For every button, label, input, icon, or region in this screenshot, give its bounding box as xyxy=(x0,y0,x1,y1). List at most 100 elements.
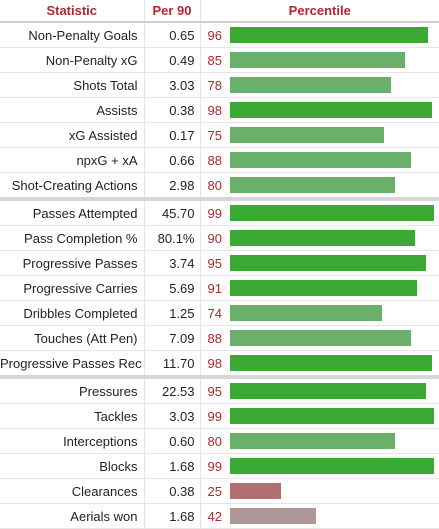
percentile-bar-track xyxy=(229,205,437,221)
percentile-bar xyxy=(229,77,391,93)
stat-name: npxG + xA xyxy=(0,147,144,173)
percentile-value: 96 xyxy=(207,28,222,43)
percentile-value: 99 xyxy=(207,409,222,424)
percentile-bar xyxy=(229,177,395,193)
percentile-bar xyxy=(229,458,434,474)
table-row: Interceptions 0.60 80 xyxy=(0,428,439,454)
table-row: Pass Completion % 80.1% 90 xyxy=(0,225,439,251)
percentile-bar-track xyxy=(229,383,437,399)
table-row: Progressive Passes 3.74 95 xyxy=(0,250,439,276)
percentile-bar-track xyxy=(229,433,437,449)
per90-value: 1.68 xyxy=(143,453,201,479)
percentile-bar-track xyxy=(229,230,437,246)
header-percentile[interactable]: Percentile xyxy=(200,0,439,23)
percentile-cell: 98 xyxy=(200,350,439,378)
per90-value: 7.09 xyxy=(143,325,201,351)
stat-name: Progressive Passes xyxy=(0,250,144,276)
stat-name: Non-Penalty xG xyxy=(0,47,144,73)
percentile-bar-track xyxy=(229,355,437,371)
percentile-bar xyxy=(229,305,383,321)
percentile-value: 80 xyxy=(207,434,222,449)
percentile-cell: 75 xyxy=(200,122,439,148)
stat-name: Interceptions xyxy=(0,428,144,454)
percentile-bar-track xyxy=(229,127,437,143)
stat-name: Passes Attempted xyxy=(0,197,144,226)
percentile-bar xyxy=(229,408,434,424)
percentile-value: 90 xyxy=(207,231,222,246)
percentile-cell: 78 xyxy=(200,72,439,98)
header-per90[interactable]: Per 90 xyxy=(143,0,201,23)
stat-name: Touches (Att Pen) xyxy=(0,325,144,351)
per90-value: 3.03 xyxy=(143,72,201,98)
percentile-bar xyxy=(229,102,432,118)
percentile-cell: 74 xyxy=(200,300,439,326)
per90-value: 3.74 xyxy=(143,250,201,276)
table-row: Non-Penalty Goals 0.65 96 xyxy=(0,22,439,48)
per90-value: 2.98 xyxy=(143,172,201,200)
percentile-bar-track xyxy=(229,330,437,346)
stat-name: Non-Penalty Goals xyxy=(0,22,144,48)
percentile-cell: 90 xyxy=(200,225,439,251)
stat-name: Shot-Creating Actions xyxy=(0,172,144,200)
table-row: Clearances 0.38 25 xyxy=(0,478,439,504)
table-row: npxG + xA 0.66 88 xyxy=(0,147,439,173)
percentile-bar-track xyxy=(229,152,437,168)
percentile-bar-track xyxy=(229,52,437,68)
percentile-bar-track xyxy=(229,458,437,474)
per90-value: 3.03 xyxy=(143,403,201,429)
stat-name: Dribbles Completed xyxy=(0,300,144,326)
header-row: Statistic Per 90 Percentile xyxy=(0,0,439,23)
percentile-cell: 99 xyxy=(200,453,439,479)
percentile-bar-track xyxy=(229,280,437,296)
percentile-value: 91 xyxy=(207,281,222,296)
percentile-bar xyxy=(229,27,428,43)
percentile-bar-track xyxy=(229,177,437,193)
per90-value: 80.1% xyxy=(143,225,201,251)
percentile-bar xyxy=(229,483,282,499)
percentile-bar-track xyxy=(229,305,437,321)
per90-value: 0.65 xyxy=(143,22,201,48)
percentile-bar xyxy=(229,205,434,221)
table-row: Dribbles Completed 1.25 74 xyxy=(0,300,439,326)
percentile-bar-track xyxy=(229,27,437,43)
table-row: xG Assisted 0.17 75 xyxy=(0,122,439,148)
percentile-bar-track xyxy=(229,255,437,271)
stat-name: Aerials won xyxy=(0,503,144,529)
per90-value: 0.60 xyxy=(143,428,201,454)
percentile-bar xyxy=(229,355,432,371)
per90-value: 0.66 xyxy=(143,147,201,173)
stat-name: Blocks xyxy=(0,453,144,479)
percentile-cell: 96 xyxy=(200,22,439,48)
percentile-value: 88 xyxy=(207,153,222,168)
percentile-cell: 80 xyxy=(200,172,439,200)
stat-name: Pressures xyxy=(0,375,144,404)
percentile-bar-track xyxy=(229,408,437,424)
table-row: Passes Attempted 45.70 99 xyxy=(0,197,439,226)
table-row: Shot-Creating Actions 2.98 80 xyxy=(0,172,439,200)
stat-name: xG Assisted xyxy=(0,122,144,148)
percentile-cell: 25 xyxy=(200,478,439,504)
stat-name: Pass Completion % xyxy=(0,225,144,251)
per90-value: 1.68 xyxy=(143,503,201,529)
percentile-value: 25 xyxy=(207,484,222,499)
per90-value: 45.70 xyxy=(143,197,201,226)
stat-name: Progressive Passes Rec xyxy=(0,350,144,378)
percentile-cell: 85 xyxy=(200,47,439,73)
percentile-cell: 80 xyxy=(200,428,439,454)
header-statistic[interactable]: Statistic xyxy=(0,0,144,23)
stat-name: Progressive Carries xyxy=(0,275,144,301)
percentile-bar xyxy=(229,255,426,271)
table-row: Aerials won 1.68 42 xyxy=(0,503,439,529)
stat-name: Shots Total xyxy=(0,72,144,98)
table-row: Shots Total 3.03 78 xyxy=(0,72,439,98)
percentile-cell: 88 xyxy=(200,325,439,351)
stat-name: Clearances xyxy=(0,478,144,504)
per90-value: 0.17 xyxy=(143,122,201,148)
table-row: Touches (Att Pen) 7.09 88 xyxy=(0,325,439,351)
percentile-bar xyxy=(229,230,416,246)
percentile-bar-track xyxy=(229,102,437,118)
per90-value: 0.38 xyxy=(143,478,201,504)
percentile-value: 42 xyxy=(207,509,222,524)
per90-value: 11.70 xyxy=(143,350,201,378)
